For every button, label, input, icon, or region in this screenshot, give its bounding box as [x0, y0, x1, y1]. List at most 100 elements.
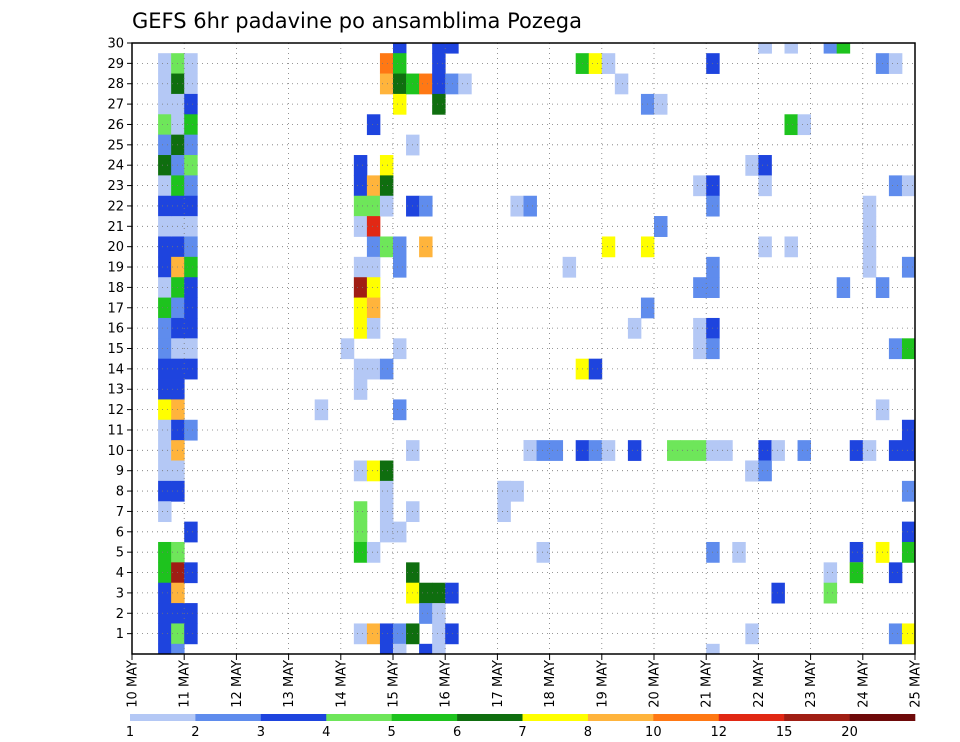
x-tick-label: 19 MAY — [595, 660, 610, 708]
heatmap-cell — [536, 541, 550, 563]
heatmap-cell — [158, 582, 172, 604]
colorbar-segment — [784, 714, 850, 721]
heatmap-cell — [693, 277, 707, 298]
heatmap-cell — [419, 195, 433, 217]
x-tick-label: 17 MAY — [491, 660, 506, 708]
colorbar-segment — [260, 714, 327, 721]
heatmap-cell — [901, 338, 916, 360]
heatmap-cell — [888, 562, 903, 584]
heatmap-cell — [445, 43, 459, 54]
heatmap-cell — [158, 338, 172, 360]
heatmap-cell — [862, 440, 877, 461]
heatmap-cell — [758, 460, 772, 482]
colorbar-segment — [522, 714, 589, 721]
y-tick-label: 4 — [116, 566, 124, 581]
heatmap-cell — [771, 582, 785, 604]
heatmap-cell — [849, 541, 864, 563]
heatmap-cell — [693, 317, 707, 339]
colorbar-tick-label: 4 — [322, 725, 330, 740]
colorbar-segment — [718, 714, 785, 721]
y-tick-label: 17 — [107, 301, 124, 316]
heatmap-cell — [184, 623, 198, 645]
heatmap-cell — [158, 195, 172, 217]
heatmap-cell — [393, 643, 407, 655]
heatmap-cell — [588, 440, 603, 461]
heatmap-cell — [184, 358, 198, 380]
colorbar-tick-label: 7 — [518, 725, 526, 740]
colorbar-segment — [130, 714, 196, 721]
heatmap-cell — [158, 277, 172, 298]
heatmap-cell — [758, 155, 772, 176]
y-tick-label: 28 — [107, 77, 124, 92]
colorbar-tick-label: 5 — [388, 725, 396, 740]
heatmap-cell — [693, 175, 707, 197]
heatmap-cells — [158, 43, 916, 655]
heatmap-cell — [184, 216, 198, 237]
heatmap-cell — [184, 317, 198, 339]
heatmap-cell — [901, 541, 916, 563]
heatmap-cell — [158, 297, 172, 319]
x-tick-label: 10 MAY — [126, 660, 141, 708]
heatmap-cell — [797, 440, 811, 461]
heatmap-cell — [901, 175, 916, 197]
heatmap-cell — [601, 236, 616, 258]
y-tick-label: 29 — [107, 57, 124, 72]
heatmap-cell — [862, 236, 877, 258]
heatmap-cell — [601, 53, 616, 74]
y-tick-label: 9 — [116, 464, 124, 479]
colorbar-segment — [587, 714, 654, 721]
heatmap-cell — [654, 216, 668, 237]
y-tick-label: 2 — [116, 607, 124, 622]
colorbar-tick-label: 3 — [257, 725, 265, 740]
heatmap-cell — [353, 541, 368, 563]
heatmap-cell — [888, 623, 903, 645]
colorbar-tick-label: 1 — [126, 725, 134, 740]
heatmap-cell — [901, 440, 916, 461]
heatmap-cell — [836, 43, 851, 54]
heatmap-cell — [158, 379, 172, 400]
heatmap-cell — [758, 440, 772, 461]
y-tick-label: 18 — [107, 281, 124, 296]
heatmap-cell — [523, 195, 537, 217]
x-tick-label: 16 MAY — [439, 660, 454, 708]
heatmap-cell — [432, 643, 446, 655]
grid-lines — [132, 43, 915, 654]
heatmap-cell — [184, 256, 198, 278]
heatmap-cell — [888, 440, 903, 461]
y-tick-label: 13 — [107, 383, 124, 398]
heatmap-cell — [158, 236, 172, 258]
heatmap-cell — [393, 399, 407, 421]
heatmap-cell — [184, 277, 198, 298]
colorbar-tick-label: 10 — [645, 725, 662, 740]
y-tick-label: 25 — [107, 138, 124, 153]
heatmap-cell — [158, 256, 172, 278]
x-tick-label: 14 MAY — [334, 660, 349, 708]
heatmap-cell — [379, 73, 394, 95]
heatmap-cell — [184, 521, 198, 543]
heatmap-cell — [184, 155, 198, 176]
heatmap-cell — [393, 521, 407, 543]
heatmap-cell — [171, 643, 185, 655]
x-axis: 10 MAY 11 MAY 12 MAY 13 MAY 14 MAY 15 MAY 16 M… — [126, 654, 924, 708]
y-tick-label: 3 — [116, 586, 124, 601]
x-tick-label: 24 MAY — [856, 660, 871, 708]
heatmap-cell — [184, 134, 198, 156]
heatmap-cell — [353, 379, 368, 400]
heatmap-cell — [158, 53, 172, 74]
heatmap-cell — [419, 236, 433, 258]
heatmap-cell — [158, 175, 172, 197]
heatmap-cell — [693, 440, 707, 461]
x-tick-label: 11 MAY — [178, 660, 193, 708]
heatmap-cell — [419, 73, 433, 95]
colorbar-tick-label: 20 — [841, 725, 858, 740]
heatmap-cell — [158, 460, 172, 482]
y-tick-label: 22 — [107, 199, 124, 214]
heatmap-cell — [158, 562, 172, 584]
colorbar: 1 2 3 4 5 6 7 8 10 12 15 20 — [126, 714, 916, 740]
colorbar-tick-label: 15 — [776, 725, 793, 740]
y-tick-label: 23 — [107, 179, 124, 194]
heatmap-cell — [366, 541, 381, 563]
heatmap-cell — [432, 603, 446, 624]
heatmap-cell — [823, 582, 838, 604]
heatmap-cell — [393, 73, 407, 95]
